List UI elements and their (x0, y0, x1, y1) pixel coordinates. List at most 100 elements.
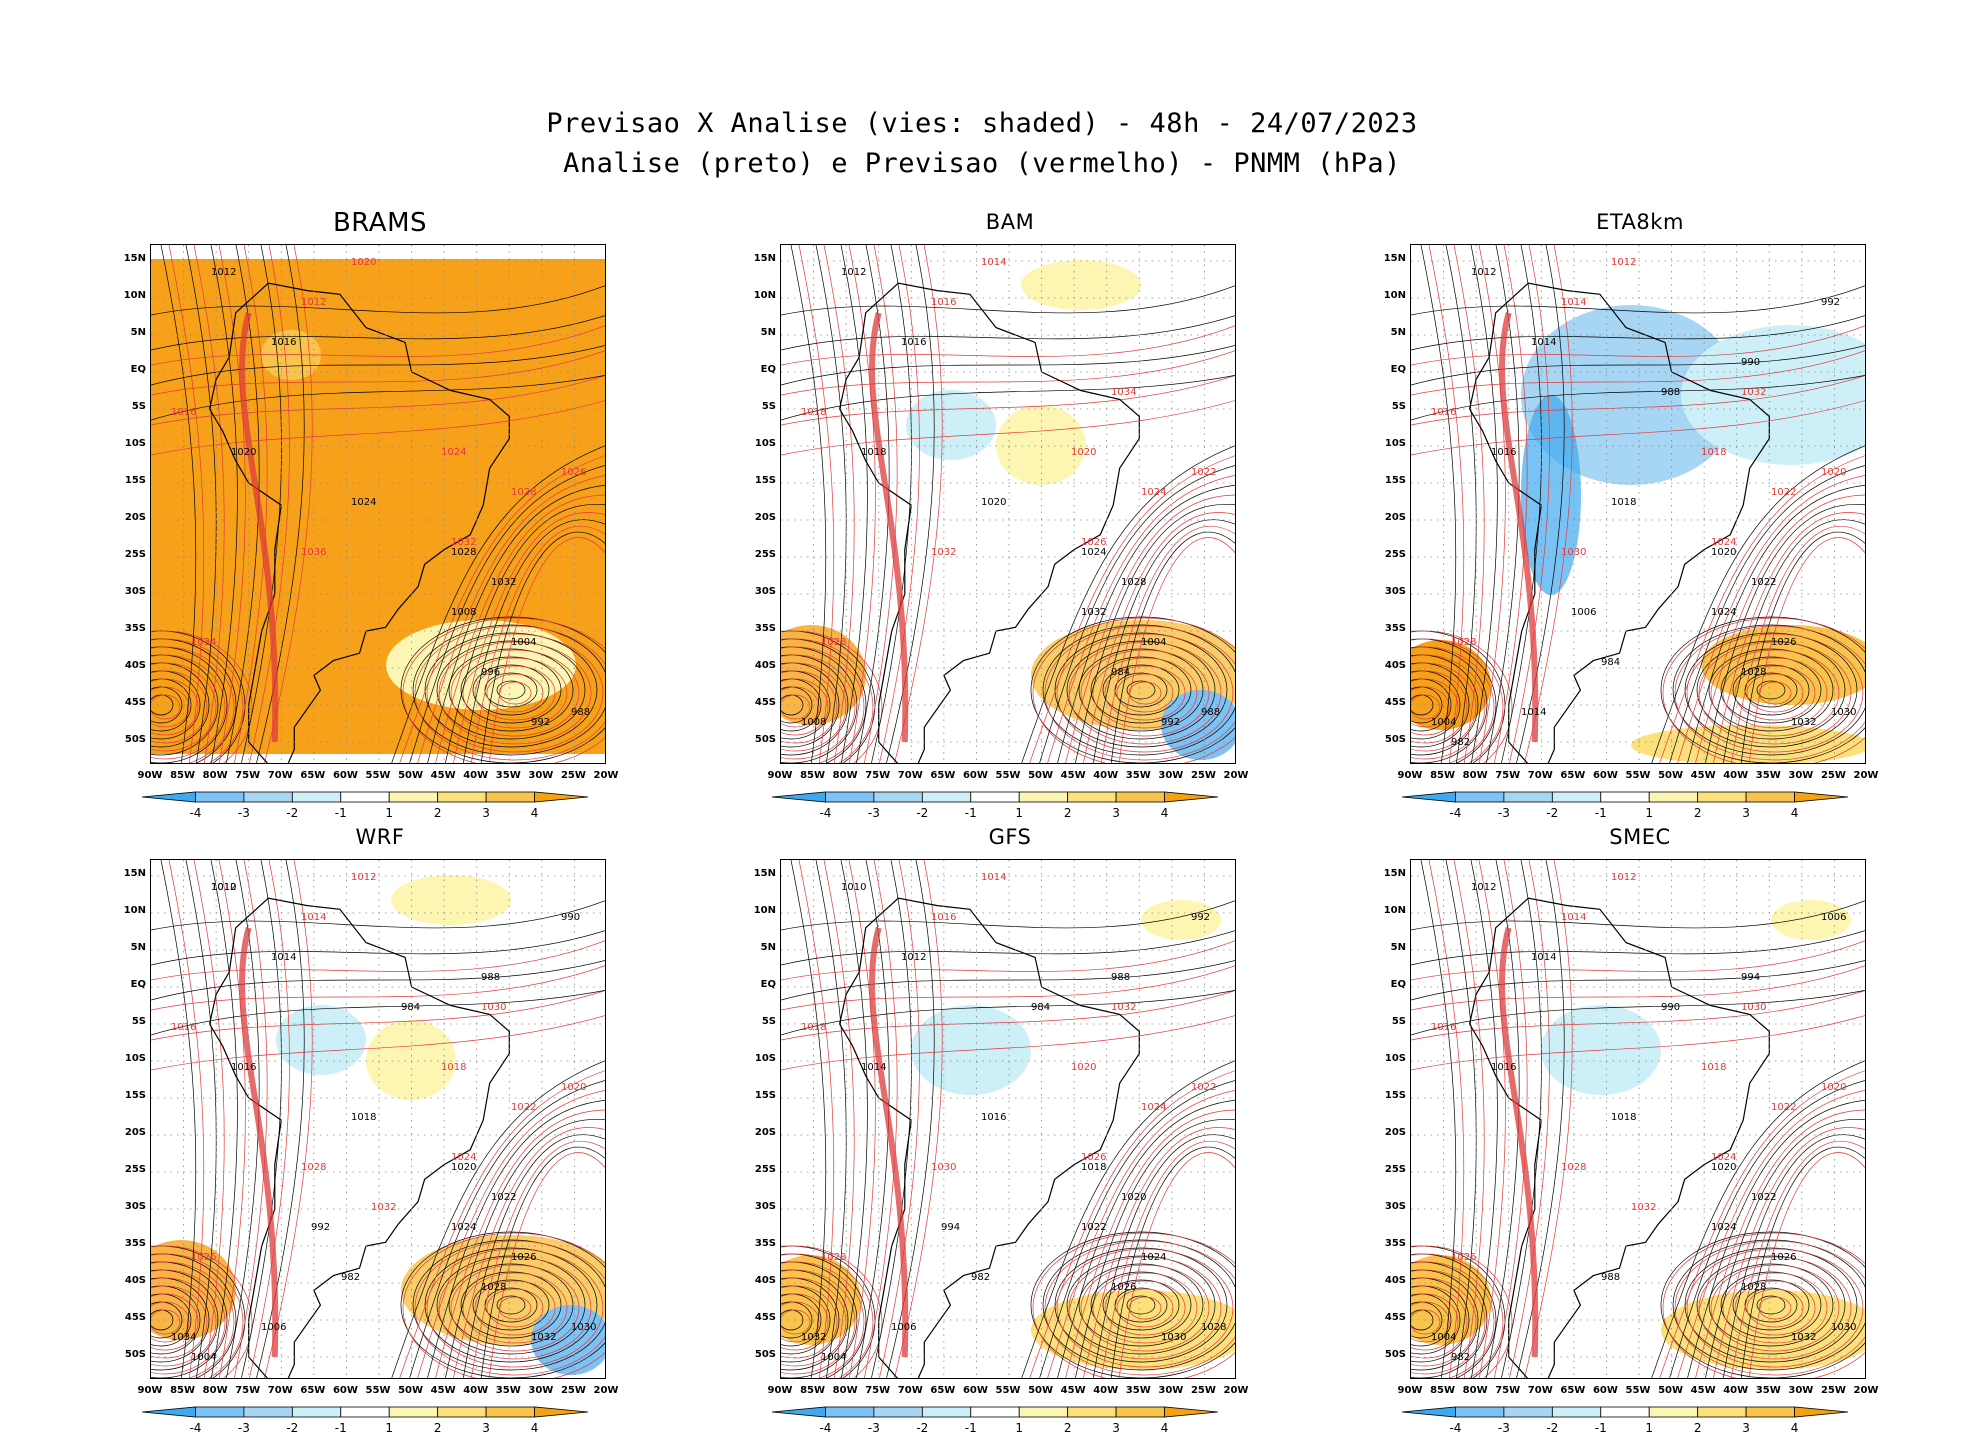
lat-tick-label: 5N (760, 942, 776, 953)
forecast-isobar-label: 1034 (1111, 387, 1136, 398)
lat-tick-label: 40S (124, 1275, 146, 1286)
lat-tick-label: 35S (754, 623, 776, 634)
colorbar-swatch (485, 791, 535, 803)
map-plot: 1010 1012 1014 1016 1018 1020 1022 1024 1026 1028… (781, 860, 1235, 1378)
lon-tick-label: 80W (1462, 1385, 1488, 1396)
lat-tick-label: 20S (124, 512, 146, 523)
colorbar-label: 4 (1791, 806, 1799, 820)
lon-tick-label: 85W (170, 1385, 196, 1396)
lat-tick-label: 50S (754, 734, 776, 745)
lat-tick-label: 5S (131, 1016, 146, 1027)
lon-tick-label: 40W (463, 770, 489, 781)
lat-tick-label: 30S (124, 586, 146, 597)
lon-tick-label: 90W (1397, 770, 1423, 781)
lon-tick-label: 50W (1658, 770, 1684, 781)
lon-tick-label: 50W (1658, 1385, 1684, 1396)
forecast-isobar-label: 1012 (301, 297, 326, 308)
colorbar-label: 1 (385, 806, 393, 820)
lat-tick-label: 25S (754, 1164, 776, 1175)
analysis-isobar-label: 1022 (491, 1192, 516, 1203)
lat-tick-label: 45S (124, 697, 146, 708)
colorbar-label: -2 (1546, 1421, 1558, 1435)
lat-tick-label: 15S (124, 475, 146, 486)
forecast-isobar-label: 1028 (511, 487, 536, 498)
isobar-lines (1411, 245, 1865, 763)
analysis-isobar-label: 1032 (491, 577, 516, 588)
lat-tick-label: 50S (124, 734, 146, 745)
analysis-isobar-label: 994 (1741, 972, 1760, 983)
lat-tick-label: 50S (124, 1349, 146, 1360)
lat-tick-label: EQ (1390, 979, 1406, 990)
forecast-isobar-label: 1024 (441, 447, 466, 458)
lon-tick-label: 25W (1190, 770, 1216, 781)
colorbar-swatch (243, 791, 293, 803)
analysis-isobar-label: 1004 (1141, 637, 1166, 648)
graticule (1411, 245, 1865, 763)
colorbar-swatch (771, 791, 826, 803)
colorbar-swatch (1794, 1406, 1849, 1418)
analysis-isobar-label: 990 (1661, 1002, 1680, 1013)
bias-colorbar: -4 -3 -2 -1 1 2 3 4 (771, 791, 1219, 820)
analysis-isobar-label: 1026 (1771, 637, 1796, 648)
forecast-isobar-label: 1026 (1081, 537, 1106, 548)
bias-colorbar: -4 -3 -2 -1 1 2 3 4 (141, 791, 589, 820)
forecast-isobar-label: 1024 (1141, 1102, 1166, 1113)
forecast-isobar-label: 1026 (561, 467, 586, 478)
lat-tick-label: 10S (1384, 438, 1406, 449)
colorbar-swatch (825, 791, 875, 803)
analysis-isobar-label: 1004 (821, 1352, 846, 1363)
bias-colorbar: -4 -3 -2 -1 1 2 3 4 (1401, 791, 1849, 820)
lat-tick-label: 40S (124, 660, 146, 671)
analysis-isobar-label: 1032 (531, 1332, 556, 1343)
colorbar-label: 2 (434, 806, 442, 820)
forecast-isobar-label: 1022 (511, 1102, 536, 1113)
graticule (151, 245, 605, 763)
colorbar-swatch (1401, 1406, 1456, 1418)
forecast-isobar-label: 1018 (441, 1062, 466, 1073)
colorbar-swatch (1401, 791, 1456, 803)
analysis-isobar-label: 1012 (841, 267, 866, 278)
lat-tick-label: 45S (124, 1312, 146, 1323)
forecast-isobar-label: 1028 (1451, 637, 1476, 648)
analysis-isobar-label: 1012 (211, 882, 236, 893)
analysis-isobar-label: 992 (1161, 717, 1180, 728)
lat-tick-label: 20S (1384, 512, 1406, 523)
panel-bam: BAM 1012 1016 1018 1020 1024 1028 1032 1004 984 98… (730, 210, 1290, 820)
forecast-isobar-label: 1032 (931, 547, 956, 558)
analysis-isobar-label: 1006 (1821, 912, 1846, 923)
forecast-isobar-label: 1032 (451, 537, 476, 548)
colorbar-swatch (485, 1406, 535, 1418)
map-frame: 1012 1016 1018 1020 1024 1028 1032 1004 984 988 99… (780, 244, 1236, 764)
lon-tick-label: 30W (1158, 1385, 1184, 1396)
lon-tick-label: 55W (995, 770, 1021, 781)
lon-tick-label: 70W (267, 770, 293, 781)
colorbar-swatch (1067, 791, 1117, 803)
analysis-isobar-label: 1028 (1741, 1282, 1766, 1293)
analysis-isobar-label: 1012 (1471, 882, 1496, 893)
forecast-isobar-label: 1018 (801, 1022, 826, 1033)
map-frame: 1012 1014 1016 1018 1020 1022 1024 1026 1028 1030… (150, 859, 606, 1379)
lat-tick-label: 10N (753, 290, 776, 301)
analysis-isobar-label: 1020 (231, 447, 256, 458)
lat-tick-label: 20S (124, 1127, 146, 1138)
forecast-isobar-label: 1028 (821, 1252, 846, 1263)
lat-tick-label: 35S (754, 1238, 776, 1249)
colorbar-swatch (970, 1406, 1020, 1418)
colorbar-label: 3 (482, 806, 490, 820)
analysis-isobar-label: 1020 (1711, 547, 1736, 558)
colorbar-label: 2 (434, 1421, 442, 1435)
forecast-isobar-label: 1016 (171, 407, 196, 418)
analysis-isobar-label: 1020 (1711, 1162, 1736, 1173)
colorbar-swatch (340, 791, 390, 803)
lon-tick-label: 35W (495, 1385, 521, 1396)
lon-tick-label: 85W (1430, 770, 1456, 781)
contour-labels: 1012 1014 1016 1018 1020 1022 1024 1026 1028 1030… (1431, 872, 1856, 1363)
analysis-isobar-label: 1006 (891, 1322, 916, 1333)
forecast-isobar-label: 1020 (351, 257, 376, 268)
colorbar-label: -1 (1595, 806, 1607, 820)
colorbar-swatch (291, 791, 342, 803)
lon-tick-label: 30W (528, 1385, 554, 1396)
lon-tick-label: 35W (1755, 1385, 1781, 1396)
lat-tick-label: 5N (130, 327, 146, 338)
colorbar-swatch (1115, 791, 1165, 803)
